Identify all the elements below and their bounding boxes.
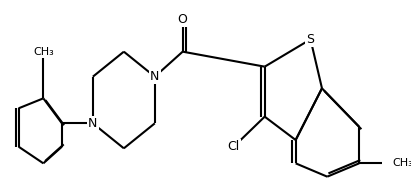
Text: S: S [307, 33, 314, 46]
Text: N: N [150, 70, 159, 83]
Text: Cl: Cl [228, 140, 240, 153]
Text: CH₃: CH₃ [392, 158, 411, 168]
Text: N: N [88, 117, 97, 130]
Text: CH₃: CH₃ [33, 47, 54, 57]
Text: O: O [178, 13, 187, 26]
